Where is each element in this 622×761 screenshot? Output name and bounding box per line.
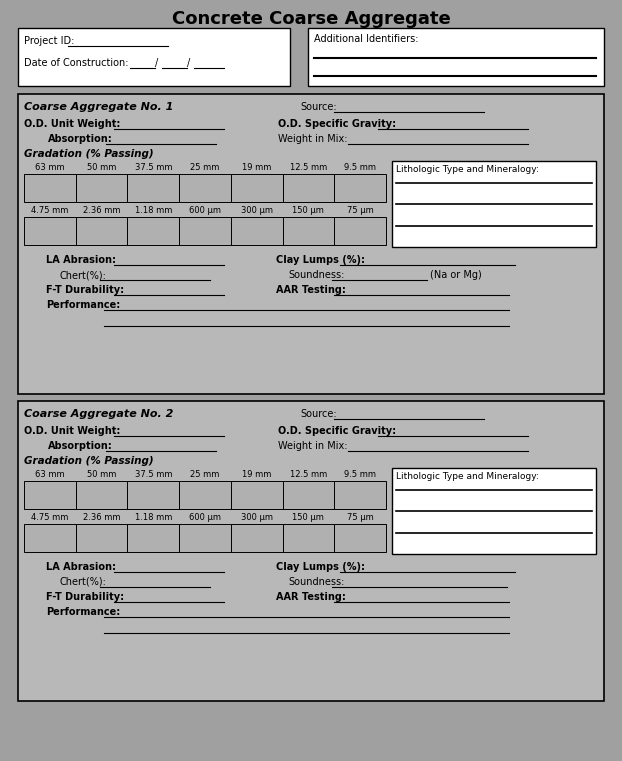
Bar [282,524,334,552]
Text: 300 μm: 300 μm [241,513,272,522]
Bar [76,524,128,552]
Text: 25 mm: 25 mm [190,163,220,172]
Text: 2.36 mm: 2.36 mm [83,206,120,215]
Bar [231,524,282,552]
Text: 12.5 mm: 12.5 mm [290,470,327,479]
Text: 63 mm: 63 mm [35,470,65,479]
Bar [179,217,231,245]
Bar [18,28,290,86]
Text: AAR Testing:: AAR Testing: [276,285,346,295]
Text: 9.5 mm: 9.5 mm [344,163,376,172]
Bar [76,481,128,509]
Text: Weight in Mix:: Weight in Mix: [278,134,348,144]
Bar [76,217,128,245]
Bar [128,524,179,552]
Text: LA Abrasion:: LA Abrasion: [46,562,116,572]
Text: 19 mm: 19 mm [242,163,271,172]
Bar [334,524,386,552]
Text: Lithologic Type and Mineralogy:: Lithologic Type and Mineralogy: [396,165,539,174]
Text: Coarse Aggregate No. 1: Coarse Aggregate No. 1 [24,102,174,112]
Text: F-T Durability:: F-T Durability: [46,592,124,602]
Text: Concrete Coarse Aggregate: Concrete Coarse Aggregate [172,10,450,28]
Text: 12.5 mm: 12.5 mm [290,163,327,172]
Text: (Na or Mg): (Na or Mg) [430,270,482,280]
Bar [308,28,604,86]
Text: Performance:: Performance: [46,300,120,310]
Text: Chert(%):: Chert(%): [60,577,107,587]
Text: Date of Construction:: Date of Construction: [24,58,129,68]
Bar [24,174,76,202]
Text: /: / [187,58,190,68]
Bar [179,481,231,509]
Text: Clay Lumps (%):: Clay Lumps (%): [276,562,365,572]
Text: /: / [155,58,158,68]
Text: 1.18 mm: 1.18 mm [134,513,172,522]
Bar [392,468,596,554]
Text: Absorption:: Absorption: [48,441,113,451]
Text: Clay Lumps (%):: Clay Lumps (%): [276,255,365,265]
Text: Coarse Aggregate No. 2: Coarse Aggregate No. 2 [24,409,174,419]
Text: 25 mm: 25 mm [190,470,220,479]
Text: Source:: Source: [300,409,337,419]
Bar [282,481,334,509]
Text: Gradation (% Passing): Gradation (% Passing) [24,456,154,466]
Bar [334,217,386,245]
Text: Source:: Source: [300,102,337,112]
Bar [18,94,604,394]
Text: 50 mm: 50 mm [87,470,116,479]
Text: Weight in Mix:: Weight in Mix: [278,441,348,451]
Bar [128,217,179,245]
Text: 600 μm: 600 μm [189,206,221,215]
Bar [24,217,76,245]
Text: 63 mm: 63 mm [35,163,65,172]
Bar [334,481,386,509]
Text: 600 μm: 600 μm [189,513,221,522]
Bar [24,524,76,552]
Text: Lithologic Type and Mineralogy:: Lithologic Type and Mineralogy: [396,472,539,481]
Text: O.D. Specific Gravity:: O.D. Specific Gravity: [278,426,396,436]
Text: AAR Testing:: AAR Testing: [276,592,346,602]
Text: Chert(%):: Chert(%): [60,270,107,280]
Bar [128,481,179,509]
Text: 300 μm: 300 μm [241,206,272,215]
Bar [179,524,231,552]
Text: 2.36 mm: 2.36 mm [83,513,120,522]
Text: LA Abrasion:: LA Abrasion: [46,255,116,265]
Text: 37.5 mm: 37.5 mm [134,163,172,172]
Text: Additional Identifiers:: Additional Identifiers: [314,34,419,44]
Text: F-T Durability:: F-T Durability: [46,285,124,295]
Text: 150 μm: 150 μm [292,513,324,522]
Text: O.D. Unit Weight:: O.D. Unit Weight: [24,426,121,436]
Bar [334,174,386,202]
Text: 75 μm: 75 μm [347,206,374,215]
Bar [128,174,179,202]
Text: Performance:: Performance: [46,607,120,617]
Text: 75 μm: 75 μm [347,513,374,522]
Text: 150 μm: 150 μm [292,206,324,215]
Bar [24,481,76,509]
Bar [282,217,334,245]
Bar [392,161,596,247]
Bar [18,401,604,701]
Bar [231,217,282,245]
Bar [231,174,282,202]
Text: 4.75 mm: 4.75 mm [31,206,68,215]
Text: 50 mm: 50 mm [87,163,116,172]
Bar [76,174,128,202]
Text: O.D. Specific Gravity:: O.D. Specific Gravity: [278,119,396,129]
Text: Project ID:: Project ID: [24,36,75,46]
Bar [231,481,282,509]
Text: 4.75 mm: 4.75 mm [31,513,68,522]
Text: 37.5 mm: 37.5 mm [134,470,172,479]
Bar [282,174,334,202]
Text: 1.18 mm: 1.18 mm [134,206,172,215]
Bar [179,174,231,202]
Text: Soundness:: Soundness: [288,577,345,587]
Text: Soundness:: Soundness: [288,270,345,280]
Text: Absorption:: Absorption: [48,134,113,144]
Text: Gradation (% Passing): Gradation (% Passing) [24,149,154,159]
Text: 19 mm: 19 mm [242,470,271,479]
Text: 9.5 mm: 9.5 mm [344,470,376,479]
Text: O.D. Unit Weight:: O.D. Unit Weight: [24,119,121,129]
